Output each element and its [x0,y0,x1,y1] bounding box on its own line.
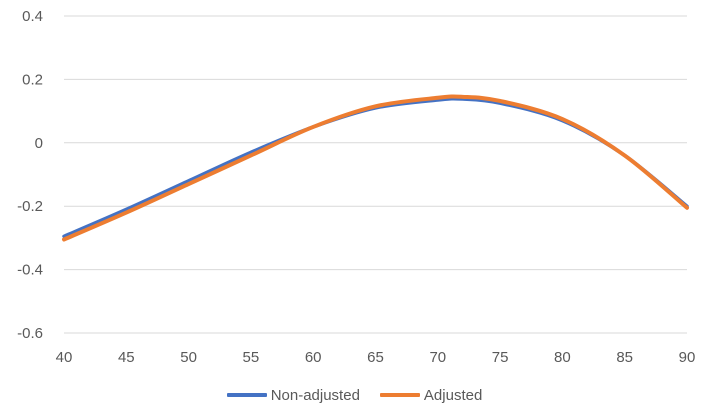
x-tick-label: 45 [118,349,135,366]
legend-label-non-adjusted: Non-adjusted [270,386,360,404]
series-line-adjusted [62,94,689,242]
x-tick-label: 55 [243,349,260,366]
legend-item-non-adjusted: Non-adjusted [226,386,360,404]
series-lines [62,94,689,242]
x-tick-label: 50 [180,349,197,366]
x-tick-label: 60 [305,349,322,366]
legend-label-adjusted: Adjusted [423,386,483,404]
legend-swatch-adjusted [379,393,420,397]
y-tick-label: -0.6 [17,325,43,342]
y-tick-label: 0.4 [22,8,43,25]
x-tick-label: 40 [56,349,73,366]
y-tick-label: 0.2 [22,71,43,88]
x-tick-label: 65 [367,349,384,366]
gridlines [64,15,687,271]
legend-swatch-non-adjusted [226,393,267,397]
x-tick-label: 70 [429,349,446,366]
x-tick-label: 80 [554,349,571,366]
y-tick-label: 0 [35,135,43,152]
legend-item-adjusted: Adjusted [379,386,483,404]
x-tick-label: 90 [679,349,696,366]
line-chart: 0.4 0.2 0 -0.2 -0.4 -0.6 40 45 50 55 60 65 70 75 80 85… [17,8,696,366]
series-line-non-adjusted [62,96,689,239]
x-tick-label: 85 [616,349,633,366]
y-tick-label: -0.2 [17,198,43,215]
legend: Non-adjusted Adjusted [0,384,709,406]
x-tick-label: 75 [492,349,509,366]
y-tick-labels: 0.4 0.2 0 -0.2 -0.4 -0.6 [17,8,43,342]
x-tick-labels: 40 45 50 55 60 65 70 75 80 85 90 [56,349,696,366]
y-tick-label: -0.4 [17,262,43,279]
